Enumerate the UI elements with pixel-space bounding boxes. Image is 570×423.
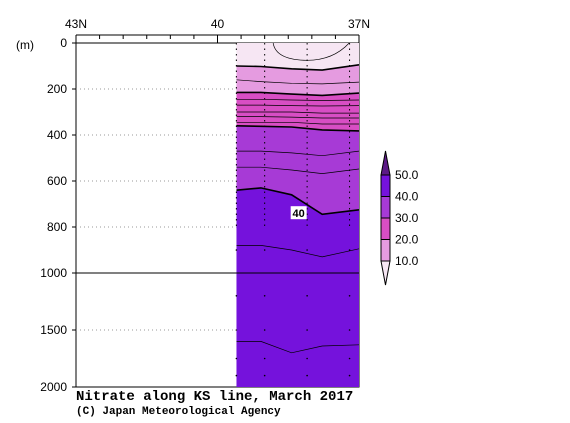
contour-label: 40 [293,208,305,220]
colorbar-label-1: 50.0 [395,168,419,182]
contour-minor-7 [236,150,359,157]
band-30-40 [236,125,359,215]
colorbar-label-3: 30.0 [395,211,419,225]
y-tick-label-600: 600 [47,174,67,188]
colorbar-segment-2 [380,196,391,219]
band-under-10 [236,43,359,71]
colorbar-segment-3 [380,217,391,240]
contour-major-4 [236,187,359,216]
sample-dot-3-4 [306,357,308,360]
sample-dot-4-4 [348,357,351,360]
y-tick-label-200: 200 [47,82,67,96]
colorbar-label-5: 10.0 [395,254,419,268]
contour-minor-4 [236,111,359,114]
band-10-20 [236,64,359,96]
sample-dot-4-5 [348,374,351,377]
sample-dot-1-1 [235,249,238,251]
colorbar-label-4: 20.0 [395,233,419,247]
sample-dot-3-2 [306,295,308,297]
contour-minor-1 [236,79,359,85]
contour-minor-8 [236,166,359,174]
x-tick-label-1: 43N [65,17,87,31]
contour-minor-3 [236,104,359,107]
x-tick-label-2: 40 [211,17,225,31]
sample-dot-2-2 [263,295,266,297]
band-40-50 [236,187,359,387]
sample-dot-3-3 [306,329,308,331]
sample-dot-3-1 [306,249,308,251]
contour-major-2 [236,91,359,97]
colorbar-bottom-arrow [380,260,391,286]
contour-minor-6 [236,121,359,125]
sample-dot-2-5 [263,374,266,377]
colorbar-segment-1 [380,174,391,197]
sample-dot-2-3 [263,329,266,331]
data-field [236,43,359,387]
sample-dot-2-4 [263,357,266,360]
contour-major-1 [236,64,359,71]
x-tick-label-3: 37N [348,17,370,31]
sample-dot-1-2 [235,295,238,297]
sample-dot-4-3 [348,329,351,331]
contour-label-bg [290,206,307,220]
contour-minor-9 [236,245,359,258]
contour-surface-min [272,43,350,61]
contour-minor-5 [236,116,359,119]
sample-dot-1-5 [235,374,238,377]
sample-dot-3-5 [306,374,308,377]
sample-dot-1-4 [235,357,238,360]
y-tick-label-400: 400 [47,128,67,142]
colorbar-label-2: 40.0 [395,190,419,204]
y-tick-label-1000: 1000 [40,266,67,280]
chart-title: Nitrate along KS line, March 2017 [76,389,354,405]
sample-dot-4-1 [348,249,351,251]
chart-credit: (C) Japan Meteorological Agency [76,406,281,418]
colorbar-segment-4 [380,239,391,262]
sample-dot-2-1 [263,249,266,251]
y-tick-label-800: 800 [47,220,67,234]
contour-minor-10 [236,341,359,354]
y-axis-label: (m) [16,38,34,52]
y-tick-label-2000: 2000 [40,380,67,394]
band-20-30 [236,92,359,131]
contour-minor-2 [236,98,359,101]
colorbar-top-arrow [380,150,391,176]
sample-dot-4-2 [348,295,351,297]
contour-major-3 [236,125,359,132]
y-tick-label-0: 0 [60,36,67,50]
y-tick-label-1500: 1500 [40,323,67,337]
